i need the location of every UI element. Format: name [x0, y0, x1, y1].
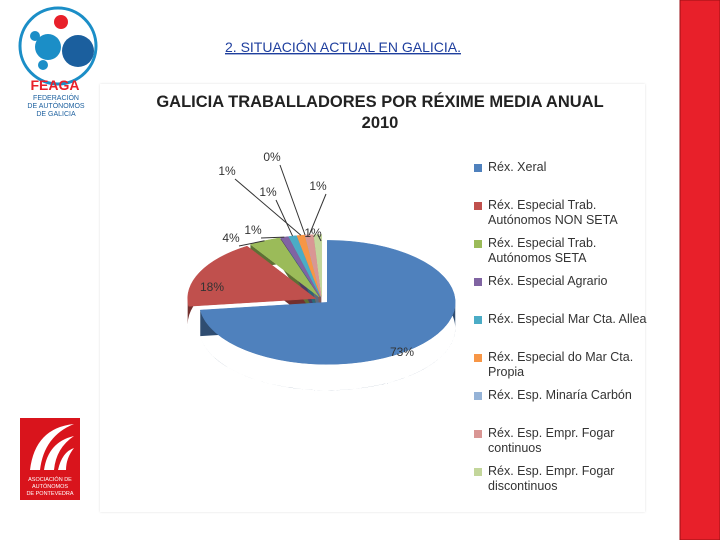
leader-line [260, 236, 285, 239]
logo-text: ASOCIACIÓN DE [28, 476, 72, 483]
legend-swatch [474, 468, 482, 476]
legend-label: Réx. Esp. Empr. Fogar discontinuos [488, 464, 615, 493]
leader-line [317, 234, 322, 242]
legend-swatch [474, 164, 482, 172]
legend-swatch [474, 202, 482, 210]
legend-swatch [474, 316, 482, 324]
leader-line [279, 164, 306, 236]
legend-swatch [474, 392, 482, 400]
logo-text: DE PONTEVEDRA [26, 491, 73, 497]
legend-label: Réx. Especial do Mar Cta. Propia [488, 350, 634, 379]
side-bar [679, 0, 720, 540]
data-label: 18% [200, 280, 224, 294]
legend-label: Réx. Especial Agrario [488, 274, 608, 288]
slice-side [250, 237, 320, 323]
logo-name: FEAGA [31, 77, 80, 93]
legend-label: Réx. Especial Trab. Autónomos NON SETA [488, 198, 618, 227]
leader-line [238, 240, 265, 247]
data-label: 73% [390, 345, 414, 359]
data-label: 1% [259, 185, 277, 199]
legend-swatch [474, 240, 482, 248]
slice [199, 240, 456, 365]
data-label: 0% [263, 150, 281, 164]
leader-line [308, 193, 327, 235]
slide-heading: 2. SITUACIÓN ACTUAL EN GALICIA. [225, 39, 461, 55]
logo-bottom [20, 418, 80, 500]
data-label: 4% [222, 231, 240, 245]
legend-swatch [474, 430, 482, 438]
logo-text: DE GALICIA [36, 111, 76, 118]
leader-line [234, 178, 302, 236]
logo-top-icon [18, 6, 98, 86]
data-label: 1% [304, 226, 322, 240]
slice [187, 245, 317, 307]
legend-label: Réx. Xeral [488, 160, 547, 174]
data-label: 1% [309, 179, 327, 193]
legend-label: Réx. Especial Trab. Autónomos SETA [488, 236, 597, 265]
logo-text: FEDERACIÓN [33, 93, 79, 102]
data-label: 1% [218, 164, 236, 178]
legend-swatch [474, 278, 482, 286]
chart-title: GALICIA TRABALLADORES POR RÉXIME MEDIA A… [156, 93, 604, 132]
legend-label: Réx. Esp. Minaría Carbón [488, 388, 632, 402]
leader-line [275, 199, 294, 237]
data-label: 1% [244, 223, 262, 237]
legend-label: Réx. Esp. Empr. Fogar continuos [488, 426, 615, 455]
legend-swatch [474, 354, 482, 362]
logo-text: AUTÓNOMOS [32, 483, 68, 490]
legend-label: Réx. Especial Mar Cta. Allea [488, 312, 647, 326]
logo-text: DE AUTÓNOMOS [27, 101, 85, 110]
